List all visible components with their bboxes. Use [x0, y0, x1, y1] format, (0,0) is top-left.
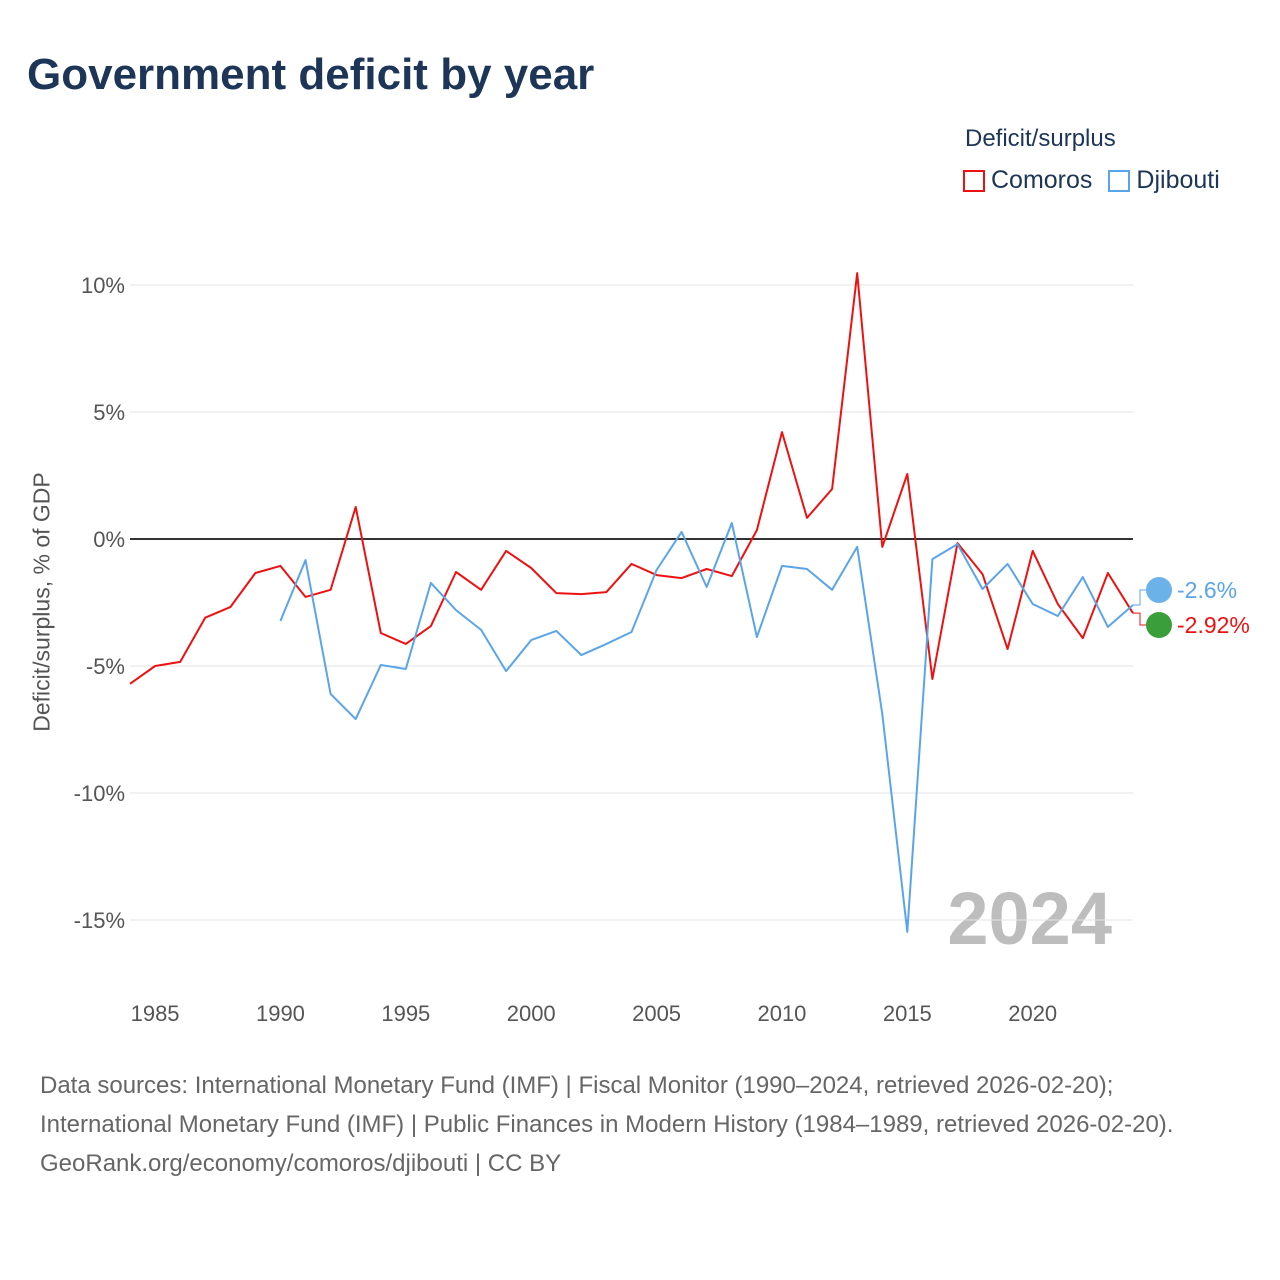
credit-link[interactable]: GeoRank.org/economy/comoros/djibouti | C…	[40, 1150, 562, 1177]
y-tick-label: -10%	[74, 781, 125, 806]
flag-icon-djibouti	[1146, 577, 1172, 603]
data-sources: Data sources: International Monetary Fun…	[40, 1072, 1174, 1138]
series-line-comoros	[129, 272, 1134, 685]
legend-swatch-comoros	[963, 169, 985, 192]
x-tick-label: 1995	[381, 1001, 430, 1026]
x-tick-label: 2010	[757, 1001, 806, 1026]
legend-label: Comoros	[991, 166, 1093, 194]
series-line-djibouti	[279, 522, 1134, 933]
legend-title: Deficit/surplus	[965, 125, 1116, 152]
y-tick-label: 5%	[93, 400, 125, 425]
end-label-connector	[1133, 589, 1146, 606]
end-label-connector	[1133, 612, 1146, 626]
x-tick-label: 2015	[883, 1001, 932, 1026]
legend: Comoros Djibouti	[963, 166, 1220, 195]
y-tick-label: 10%	[81, 273, 125, 298]
x-tick-label: 2000	[507, 1001, 556, 1026]
x-tick-label: 1985	[131, 1001, 180, 1026]
y-tick-label: -15%	[74, 908, 125, 933]
end-label-djibouti: -2.6%	[1177, 577, 1237, 603]
y-tick-label: 0%	[93, 527, 125, 552]
chart-title: Government deficit by year	[27, 50, 595, 99]
x-tick-label: 2005	[632, 1001, 681, 1026]
legend-item-djibouti[interactable]: Djibouti	[1108, 166, 1220, 195]
legend-label: Djibouti	[1136, 166, 1220, 194]
x-tick-label: 2020	[1008, 1001, 1057, 1026]
legend-swatch-djibouti	[1108, 169, 1131, 192]
y-tick-label: -5%	[86, 654, 125, 679]
x-tick-label: 1990	[256, 1001, 305, 1026]
flag-icon-comoros	[1146, 612, 1172, 638]
end-label-comoros: -2.92%	[1177, 612, 1250, 638]
footer: Data sources: International Monetary Fun…	[40, 1066, 1240, 1183]
year-watermark: 2024	[947, 877, 1112, 960]
legend-item-comoros[interactable]: Comoros	[963, 166, 1092, 195]
